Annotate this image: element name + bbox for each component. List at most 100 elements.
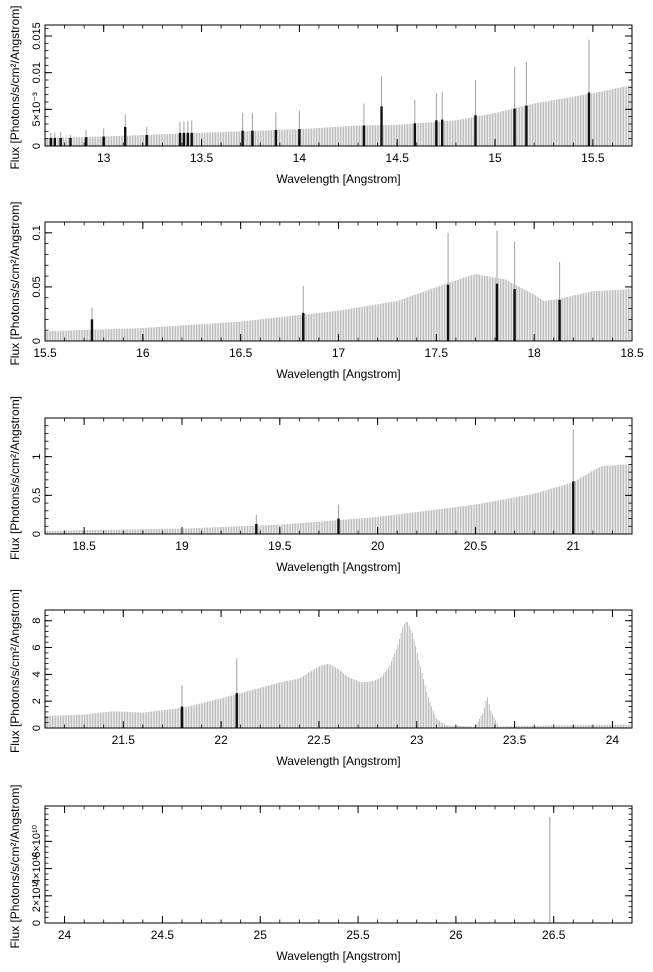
- line-bar-20: [435, 120, 438, 146]
- y-tick-label: 0: [31, 725, 43, 731]
- y-tick-label: 0: [31, 531, 43, 537]
- y-axis-label: Flux [Photons/s/cm²/Angstrom]: [8, 5, 22, 169]
- plot-frame: [44, 805, 633, 924]
- x-tick-label: 18.5: [620, 346, 644, 360]
- line-bar-22: [474, 115, 477, 146]
- chart-panel-1: 13 13.5 14 14.5 15 15.5 0 5×10⁻³ 0.01 0.015 Wavele…: [8, 5, 633, 186]
- y-tick-label: 0: [31, 920, 43, 926]
- x-tick-label: 16: [136, 346, 150, 360]
- line-bar-10: [182, 132, 186, 146]
- line-bar-7: [124, 126, 127, 146]
- line-bar-6: [558, 299, 561, 341]
- x-tick-label: 18.5: [72, 539, 96, 553]
- y-tick-label: 0.5: [31, 488, 43, 503]
- line-bar-1: [90, 319, 94, 341]
- y-tick-label: 0.01: [31, 62, 43, 83]
- y-tick-label: 5×10⁻³: [31, 92, 43, 127]
- y-tick-label: 0.015: [31, 22, 43, 50]
- line-bar-2: [235, 693, 238, 728]
- line-bar-1: [180, 706, 184, 728]
- x-axis-label: Wavelength [Angstrom]: [276, 949, 400, 963]
- line-bar-5: [84, 137, 88, 146]
- line-bar-21: [441, 119, 444, 146]
- x-tick-label: 24.5: [151, 928, 175, 942]
- line-bar-5: [513, 289, 516, 341]
- line-bar-9: [178, 132, 182, 146]
- y-tick-label: 2: [31, 698, 43, 704]
- line-bar-17: [362, 125, 366, 146]
- y-tick-label: 0: [31, 338, 43, 344]
- line-bar-3: [572, 481, 575, 534]
- x-tick-label: 20: [371, 539, 385, 553]
- y-tick-label: 0.05: [31, 276, 43, 297]
- chart-panel-3: 18.5 19 19.5 20 20.5 21 0 0.5 1 Wavelength [Angst…: [8, 396, 633, 574]
- x-tick-label: 17: [332, 346, 346, 360]
- x-axis-label: Wavelength [Angstrom]: [276, 172, 400, 186]
- line-bar-25: [587, 92, 591, 146]
- y-tick-label: 8: [31, 618, 43, 624]
- line-bar-12: [190, 132, 193, 146]
- x-axis-label: Wavelength [Angstrom]: [276, 560, 400, 574]
- line-bar-13: [241, 130, 244, 146]
- x-tick-label: 13: [97, 151, 111, 165]
- x-tick-label: 16.5: [229, 346, 253, 360]
- line-bar-11: [186, 132, 190, 146]
- continuum-series: [45, 274, 631, 341]
- line-bar-2: [337, 518, 340, 534]
- x-tick-label: 15: [488, 151, 502, 165]
- y-tick-label: 0.1: [31, 225, 43, 240]
- line-bar-15: [274, 129, 278, 146]
- line-bar-1: [49, 137, 53, 146]
- x-tick-label: 21: [567, 539, 581, 553]
- y-tick-label: 4: [31, 671, 43, 677]
- x-tick-label: 15.5: [581, 151, 605, 165]
- x-tick-label: 14.5: [386, 151, 410, 165]
- x-tick-label: 23: [410, 733, 424, 747]
- line-bar-4: [495, 283, 499, 341]
- x-tick-label: 20.5: [464, 539, 488, 553]
- x-tick-label: 22: [214, 733, 228, 747]
- x-tick-label: 24: [58, 928, 72, 942]
- x-tick-label: 26.5: [542, 928, 566, 942]
- x-tick-label: 22.5: [307, 733, 331, 747]
- line-bar-8: [145, 135, 148, 146]
- x-tick-label: 17.5: [425, 346, 449, 360]
- y-axis-label: Flux [Photons/s/cm²/Angstrom]: [8, 784, 22, 948]
- y-axis-label: Flux [Photons/s/cm²/Angstrom]: [8, 589, 22, 753]
- line-bar-14: [251, 130, 254, 146]
- x-tick-label: 26: [449, 928, 463, 942]
- y-tick-label: 2×10¹⁰: [31, 879, 43, 912]
- x-tick-label: 19.5: [268, 539, 292, 553]
- y-tick-label: 4×10¹⁰: [31, 852, 43, 885]
- x-tick-label: 18: [527, 346, 541, 360]
- x-tick-label: 14: [293, 151, 307, 165]
- chart-panel-2: 15.5 16 16.5 17 17.5 18 18.5 0 0.05 0.1 Wavelength…: [8, 201, 644, 381]
- y-axis-label: Flux [Photons/s/cm²/Angstrom]: [8, 396, 22, 560]
- y-tick-label: 6×10¹⁰: [31, 824, 43, 857]
- line-bar-1: [255, 523, 258, 534]
- continuum-series: [45, 622, 631, 728]
- y-tick-label: 1: [31, 454, 43, 460]
- x-axis-label: Wavelength [Angstrom]: [276, 367, 400, 381]
- x-tick-label: 13.5: [190, 151, 214, 165]
- continuum-series: [45, 464, 631, 534]
- x-tick-label: 15.5: [33, 346, 57, 360]
- line-bar-24: [525, 105, 528, 146]
- y-axis-label: Flux [Photons/s/cm²/Angstrom]: [8, 201, 22, 365]
- y-tick-label: 0: [31, 143, 43, 149]
- x-tick-label: 24: [606, 733, 620, 747]
- y-tick-label: 6: [31, 644, 43, 650]
- line-bar-3: [59, 137, 62, 146]
- line-bar-16: [298, 129, 301, 146]
- continuum-series: [45, 85, 631, 146]
- line-bar-4: [69, 137, 72, 146]
- line-bar-2: [53, 137, 56, 146]
- x-tick-label: 25: [254, 928, 268, 942]
- line-bar-23: [513, 108, 516, 146]
- x-axis-label: Wavelength [Angstrom]: [276, 754, 400, 768]
- x-tick-label: 21.5: [112, 733, 136, 747]
- x-tick-label: 19: [175, 539, 189, 553]
